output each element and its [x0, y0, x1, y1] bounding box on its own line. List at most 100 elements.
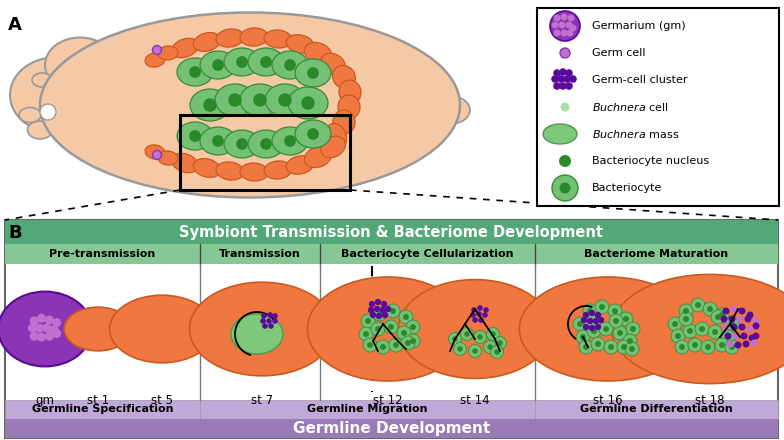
Circle shape: [53, 318, 61, 327]
Circle shape: [559, 68, 567, 76]
Circle shape: [368, 307, 374, 313]
Circle shape: [45, 315, 54, 324]
Circle shape: [731, 323, 738, 330]
Circle shape: [595, 300, 609, 314]
Ellipse shape: [231, 314, 283, 354]
Bar: [5, 244, 778, 264]
Circle shape: [40, 104, 56, 120]
Circle shape: [563, 75, 571, 83]
Circle shape: [28, 323, 37, 333]
Circle shape: [599, 322, 613, 336]
Circle shape: [728, 315, 735, 323]
Text: Bacteriocyte: Bacteriocyte: [592, 183, 662, 193]
Text: Germarium (gm): Germarium (gm): [592, 21, 686, 31]
Ellipse shape: [295, 120, 331, 148]
Circle shape: [261, 313, 267, 319]
Circle shape: [721, 330, 735, 344]
Circle shape: [623, 316, 629, 322]
Circle shape: [627, 338, 633, 344]
Text: Bacteriocyte Cellularization: Bacteriocyte Cellularization: [341, 249, 514, 259]
Ellipse shape: [304, 42, 332, 63]
Circle shape: [272, 318, 278, 324]
Ellipse shape: [398, 279, 552, 378]
Text: Germline Differentiation: Germline Differentiation: [580, 404, 733, 414]
Ellipse shape: [332, 66, 355, 88]
Ellipse shape: [240, 163, 268, 181]
Text: st 16: st 16: [593, 394, 622, 407]
Circle shape: [212, 135, 224, 147]
Circle shape: [484, 341, 496, 353]
Circle shape: [597, 317, 604, 323]
Circle shape: [715, 308, 729, 322]
Bar: [200, 400, 535, 419]
Text: $\it{Buchnera}$ cell: $\it{Buchnera}$ cell: [592, 101, 669, 113]
Ellipse shape: [194, 158, 221, 177]
Circle shape: [260, 56, 272, 68]
Circle shape: [284, 59, 296, 71]
Circle shape: [712, 329, 718, 335]
Circle shape: [373, 307, 387, 321]
Circle shape: [368, 301, 376, 307]
Circle shape: [470, 312, 476, 318]
Ellipse shape: [45, 37, 115, 92]
Circle shape: [725, 340, 739, 354]
Circle shape: [381, 301, 387, 307]
Circle shape: [552, 175, 578, 201]
Circle shape: [723, 323, 729, 330]
Ellipse shape: [272, 51, 308, 79]
Text: Bacteriome Maturation: Bacteriome Maturation: [584, 249, 728, 259]
Circle shape: [45, 332, 54, 341]
Ellipse shape: [543, 124, 577, 144]
Ellipse shape: [240, 84, 280, 116]
Text: st 12: st 12: [373, 394, 403, 407]
Circle shape: [359, 327, 373, 341]
Circle shape: [625, 342, 639, 356]
Circle shape: [739, 323, 746, 330]
Circle shape: [385, 306, 391, 312]
Circle shape: [453, 342, 466, 356]
Circle shape: [609, 314, 623, 328]
Circle shape: [452, 336, 458, 342]
Circle shape: [577, 321, 583, 327]
Ellipse shape: [216, 29, 244, 47]
Circle shape: [401, 336, 415, 350]
Circle shape: [377, 311, 383, 317]
Circle shape: [551, 22, 558, 29]
Circle shape: [568, 15, 575, 22]
Circle shape: [268, 323, 274, 329]
Circle shape: [739, 308, 746, 315]
Text: st 14: st 14: [460, 394, 490, 407]
Text: Germ-cell cluster: Germ-cell cluster: [592, 75, 688, 85]
Circle shape: [253, 93, 267, 107]
Circle shape: [389, 338, 403, 352]
Circle shape: [579, 340, 593, 354]
Circle shape: [307, 67, 319, 79]
Circle shape: [410, 338, 416, 344]
Circle shape: [560, 48, 570, 58]
Circle shape: [267, 318, 272, 324]
Circle shape: [675, 333, 681, 339]
Circle shape: [729, 321, 735, 327]
Circle shape: [236, 56, 248, 68]
Circle shape: [367, 342, 373, 348]
Ellipse shape: [64, 307, 132, 351]
Ellipse shape: [248, 48, 284, 76]
Circle shape: [477, 334, 483, 340]
Text: Germ cell: Germ cell: [592, 48, 645, 58]
Circle shape: [482, 312, 488, 318]
Ellipse shape: [40, 12, 460, 198]
Circle shape: [262, 323, 268, 329]
Circle shape: [576, 330, 590, 344]
Ellipse shape: [304, 147, 332, 168]
Ellipse shape: [158, 151, 178, 165]
Text: Germline Migration: Germline Migration: [307, 404, 428, 414]
Text: Pre-transmission: Pre-transmission: [49, 249, 156, 259]
Circle shape: [469, 345, 481, 357]
Circle shape: [472, 348, 477, 354]
Ellipse shape: [338, 95, 360, 119]
Ellipse shape: [265, 84, 305, 116]
Circle shape: [591, 337, 605, 351]
Circle shape: [380, 344, 386, 350]
Circle shape: [569, 25, 576, 32]
Circle shape: [554, 15, 561, 22]
